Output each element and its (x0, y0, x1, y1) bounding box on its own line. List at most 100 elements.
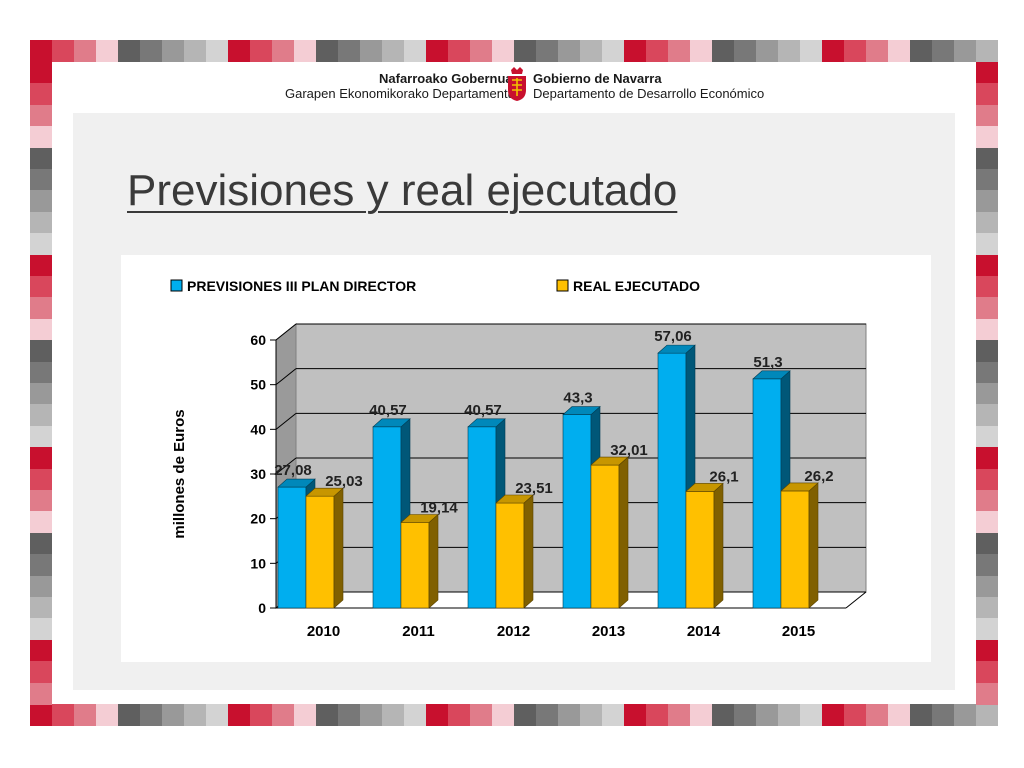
border-square (30, 340, 52, 363)
border-square (360, 40, 382, 62)
bar-top (780, 482, 819, 492)
border-square (976, 468, 998, 491)
bar-side (713, 482, 724, 609)
legend-swatch (170, 279, 183, 292)
government-logo-header: Nafarroako Gobernua Garapen Ekonomikorak… (285, 64, 764, 106)
border-square (690, 704, 712, 726)
border-square (140, 40, 162, 62)
border-square (30, 83, 52, 106)
border-square (492, 40, 514, 62)
border-square (316, 40, 338, 62)
bar-top (277, 478, 316, 488)
border-square (976, 597, 998, 619)
border-square (976, 254, 998, 277)
border-square (426, 704, 448, 726)
border-square (976, 404, 998, 427)
bar-top (372, 418, 411, 428)
border-square (338, 40, 360, 62)
bar-top (657, 344, 696, 354)
gridline-diagonal (275, 457, 297, 475)
border-square (976, 126, 998, 149)
border-square (910, 40, 932, 62)
logo-spanish-department: Departamento de Desarrollo Económico (533, 86, 765, 101)
border-square (976, 575, 998, 598)
border-square (30, 618, 52, 641)
border-square (184, 704, 206, 726)
chart-panel: 0 10 20 30 40 50 60 millones de Euros 2010 27,08 2… (121, 255, 931, 662)
data-label: 26,1 (709, 468, 738, 485)
gridline-diagonal (275, 368, 297, 386)
border-square (756, 704, 778, 726)
data-label: 43,3 (563, 390, 592, 407)
data-label: 51,3 (753, 354, 782, 371)
border-square (976, 318, 998, 341)
border-square (30, 361, 52, 384)
border-square (470, 40, 492, 62)
border-square (272, 40, 294, 62)
border-square (976, 704, 998, 726)
slide-title: Previsiones y real ejecutado (127, 166, 678, 215)
border-square (580, 704, 602, 726)
y-tick-label: 10 (250, 555, 266, 571)
border-square (800, 704, 822, 726)
border-square (822, 40, 844, 62)
border-square (30, 233, 52, 256)
data-label: 25,03 (325, 473, 363, 490)
border-square (976, 169, 998, 191)
border-square (30, 169, 52, 191)
decorative-border-bottom (30, 704, 998, 726)
decorative-border-right (976, 62, 998, 705)
border-square (294, 704, 316, 726)
border-square (976, 190, 998, 213)
border-square (426, 40, 448, 62)
border-square (30, 704, 52, 726)
border-square (30, 254, 52, 277)
y-axis-title: millones de Euros (171, 409, 188, 538)
border-square (668, 40, 690, 62)
border-square (976, 682, 998, 705)
border-square (954, 40, 976, 62)
border-square (558, 704, 580, 726)
border-square (976, 661, 998, 684)
border-square (30, 104, 52, 127)
border-square (888, 704, 910, 726)
border-square (976, 340, 998, 363)
border-square (30, 40, 52, 62)
bar-top (305, 487, 344, 497)
border-square (778, 704, 800, 726)
bar-front (277, 486, 307, 609)
border-square (976, 490, 998, 512)
border-square (470, 704, 492, 726)
border-square (976, 233, 998, 256)
data-label: 26,2 (804, 468, 833, 485)
border-square (52, 704, 74, 726)
bar-top (400, 514, 439, 523)
border-square (514, 704, 536, 726)
border-square (646, 40, 668, 62)
border-square (976, 618, 998, 641)
border-square (976, 211, 998, 234)
border-square (30, 597, 52, 619)
bar-side (333, 487, 344, 609)
gridline-diagonal (275, 323, 297, 341)
border-square (30, 318, 52, 341)
border-square (624, 704, 646, 726)
border-square (800, 40, 822, 62)
border-square (976, 297, 998, 320)
border-square (602, 40, 624, 62)
border-square (580, 40, 602, 62)
border-square (976, 511, 998, 534)
border-square (228, 40, 250, 62)
border-square (30, 147, 52, 170)
border-square (558, 40, 580, 62)
data-label: 27,08 (274, 462, 312, 479)
border-square (624, 40, 646, 62)
bar-front (372, 426, 402, 609)
x-tick-label: 2010 (307, 623, 340, 640)
border-square (976, 383, 998, 405)
border-square (382, 40, 404, 62)
border-square (976, 83, 998, 106)
border-square (976, 147, 998, 170)
border-square (536, 40, 558, 62)
bar-front (657, 352, 687, 609)
